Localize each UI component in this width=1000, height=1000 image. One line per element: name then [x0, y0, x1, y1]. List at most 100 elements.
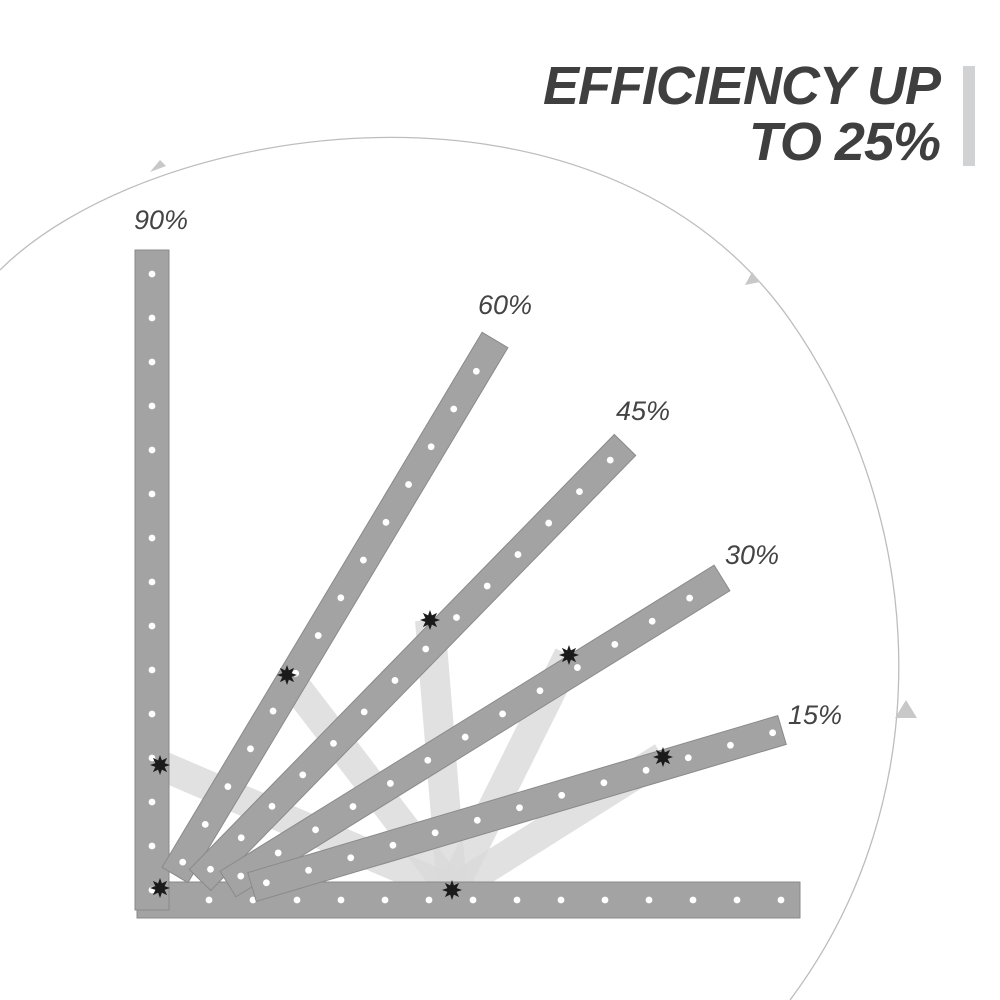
- hole: [337, 896, 345, 904]
- hole: [148, 798, 156, 806]
- hole: [684, 754, 692, 762]
- screw-icon: [559, 645, 579, 665]
- hole: [545, 519, 553, 527]
- hole: [314, 632, 322, 639]
- hole: [249, 896, 257, 904]
- swing-bar-45: [188, 433, 637, 892]
- hole: [148, 710, 156, 718]
- hole: [269, 707, 277, 715]
- screw-icon: [442, 880, 462, 900]
- hole: [427, 443, 435, 451]
- hole: [645, 896, 653, 904]
- hole: [472, 367, 480, 375]
- hole: [513, 896, 521, 904]
- hole: [425, 896, 433, 904]
- accent-bar: [963, 66, 975, 166]
- hole: [148, 534, 156, 542]
- hole: [179, 858, 187, 866]
- hole: [247, 745, 254, 753]
- hole: [293, 896, 301, 904]
- headline-line-2: TO 25%: [748, 112, 941, 172]
- hole: [777, 896, 785, 904]
- hole: [148, 490, 156, 498]
- hole: [148, 754, 156, 762]
- hole: [648, 617, 656, 625]
- headline: EFFICIENCY UP TO 25%: [543, 58, 941, 172]
- hole: [148, 402, 156, 410]
- arrow-icon: [745, 272, 760, 285]
- swing-bar-60: [161, 331, 509, 884]
- hole: [349, 803, 357, 810]
- hole: [727, 741, 734, 749]
- hole: [391, 677, 399, 684]
- hole: [422, 645, 430, 653]
- hole: [600, 779, 608, 787]
- screw-icon: [150, 878, 170, 898]
- hole: [274, 849, 282, 857]
- hole: [262, 879, 270, 887]
- angle-label-30: 30%: [725, 540, 780, 570]
- hole: [483, 582, 491, 590]
- hole: [405, 481, 412, 488]
- hole: [386, 780, 394, 787]
- hole: [148, 446, 156, 454]
- angle-label-15: 15%: [788, 700, 843, 730]
- hole: [305, 866, 312, 874]
- hole: [237, 834, 245, 842]
- hole: [689, 896, 697, 904]
- screw-icon: [420, 610, 440, 630]
- hole: [148, 578, 156, 586]
- hole: [148, 314, 156, 322]
- hole: [382, 518, 390, 526]
- screw-icon: [150, 755, 170, 775]
- hole: [268, 802, 276, 810]
- hole: [601, 896, 609, 904]
- hole: [148, 270, 156, 278]
- hole: [606, 456, 614, 464]
- hole: [453, 614, 460, 621]
- hole: [299, 771, 307, 779]
- hole: [148, 842, 156, 850]
- hole: [450, 405, 458, 413]
- hole: [431, 829, 439, 837]
- hole: [516, 804, 523, 812]
- hole: [733, 896, 741, 904]
- hole: [573, 664, 581, 671]
- hole: [207, 865, 214, 873]
- hole: [360, 708, 368, 716]
- hole: [469, 896, 477, 904]
- hole: [642, 766, 650, 774]
- hole: [224, 783, 232, 791]
- hole: [514, 551, 522, 558]
- hole: [536, 687, 544, 695]
- hole: [558, 791, 566, 799]
- hole: [424, 756, 432, 764]
- rotation-arc: [0, 136, 900, 1000]
- swing-bar-30: [219, 564, 731, 898]
- hole: [337, 594, 345, 602]
- angle-label-45: 45%: [616, 396, 671, 426]
- hole: [557, 896, 565, 904]
- hole: [461, 733, 469, 741]
- angle-label-90: 90%: [134, 205, 189, 235]
- hole: [473, 816, 481, 824]
- hole: [148, 358, 156, 366]
- hole: [148, 622, 156, 630]
- hole: [576, 488, 583, 496]
- hole: [312, 826, 319, 834]
- hole: [205, 896, 213, 904]
- arrow-icon: [150, 160, 166, 172]
- hole: [201, 820, 209, 828]
- hole: [359, 556, 367, 564]
- hole: [237, 872, 245, 880]
- hole: [611, 641, 619, 648]
- hole: [686, 594, 694, 602]
- hole: [381, 896, 389, 904]
- hole: [499, 710, 506, 718]
- angle-label-60: 60%: [478, 290, 533, 320]
- hole: [148, 666, 156, 674]
- hole: [769, 729, 777, 737]
- hole: [330, 739, 337, 747]
